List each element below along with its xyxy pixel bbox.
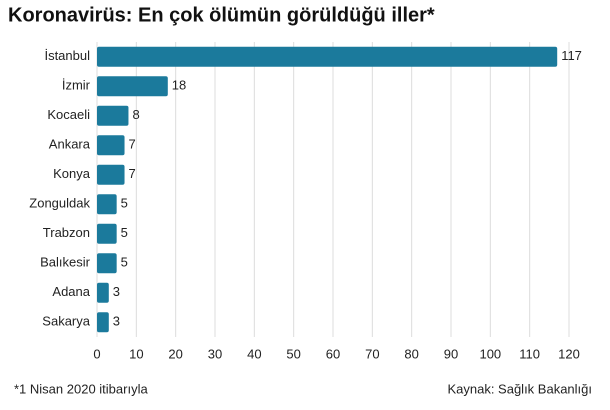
x-tick-label: 60 (326, 346, 340, 361)
x-tick-label: 80 (404, 346, 418, 361)
y-tick-label: Kocaeli (47, 107, 90, 122)
value-label: 7 (129, 166, 136, 181)
footnote: *1 Nisan 2020 itibarıyla (14, 381, 148, 396)
y-tick-label: İzmir (62, 78, 91, 93)
value-label: 117 (561, 48, 582, 63)
bar (97, 194, 117, 215)
x-tick-label: 90 (444, 346, 458, 361)
x-tick-label: 40 (247, 346, 261, 361)
value-label: 18 (172, 78, 186, 93)
value-label: 5 (121, 225, 128, 240)
chart-title: Koronavirüs: En çok ölümün görüldüğü ill… (8, 4, 435, 26)
y-tick-label: Adana (52, 284, 90, 299)
bar (97, 76, 168, 97)
x-tick-label: 120 (558, 346, 580, 361)
bar (97, 46, 558, 67)
x-tick-label: 70 (365, 346, 379, 361)
x-tick-label: 50 (286, 346, 300, 361)
y-tick-label: Konya (53, 166, 91, 181)
bar (97, 312, 109, 333)
x-tick-label: 0 (93, 346, 100, 361)
x-tick-label: 20 (168, 346, 182, 361)
y-tick-label: İstanbul (44, 48, 90, 63)
bar (97, 282, 109, 303)
value-label: 8 (132, 107, 139, 122)
y-tick-label: Balıkesir (40, 255, 91, 270)
value-label: 3 (113, 314, 120, 329)
bar (97, 164, 125, 185)
x-tick-label: 10 (129, 346, 143, 361)
value-label: 7 (129, 137, 136, 152)
value-label: 5 (121, 196, 128, 211)
y-tick-label: Zonguldak (29, 196, 90, 211)
y-tick-label: Ankara (49, 137, 91, 152)
bar (97, 223, 117, 244)
bar (97, 105, 129, 126)
bar (97, 135, 125, 156)
value-label: 3 (113, 284, 120, 299)
y-tick-label: Trabzon (43, 225, 90, 240)
value-label: 5 (121, 255, 128, 270)
x-tick-label: 110 (519, 346, 540, 361)
source: Kaynak: Sağlık Bakanlığı (447, 381, 592, 396)
y-tick-label: Sakarya (42, 314, 90, 329)
x-tick-label: 30 (208, 346, 222, 361)
x-tick-label: 100 (479, 346, 501, 361)
bar (97, 253, 117, 274)
